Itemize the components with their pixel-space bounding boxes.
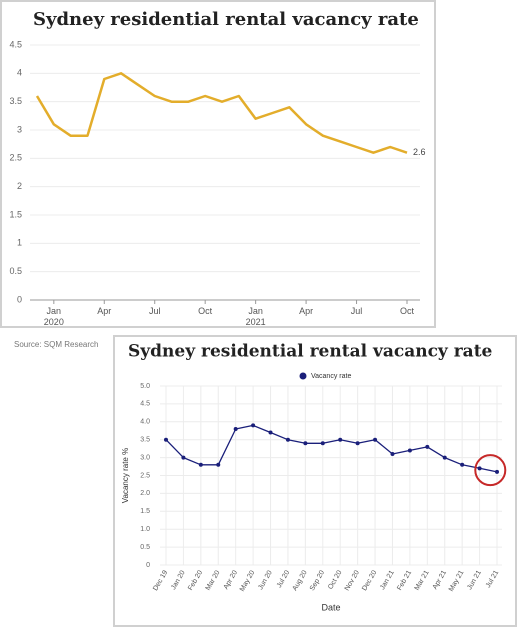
data-point xyxy=(320,441,325,446)
data-point xyxy=(460,462,465,467)
y-tick-label: 0.5 xyxy=(140,544,150,551)
highlight-circle xyxy=(474,454,507,487)
y-tick-label: 1.5 xyxy=(140,508,150,515)
y-tick-label: 1.5 xyxy=(9,209,22,219)
data-point xyxy=(251,423,256,428)
data-point xyxy=(338,437,343,442)
y-tick-label: 0.5 xyxy=(9,266,22,276)
data-point xyxy=(355,441,360,446)
data-point xyxy=(268,430,273,435)
y-tick-label: 2 xyxy=(17,181,22,191)
y-tick-label: 3.0 xyxy=(140,454,150,461)
data-point xyxy=(477,466,482,471)
chart-frame xyxy=(0,0,436,328)
legend-marker xyxy=(299,372,307,380)
y-tick-label: 4.5 xyxy=(9,39,22,49)
data-point xyxy=(164,437,168,442)
y-tick-label: 4.5 xyxy=(140,401,150,408)
data-point xyxy=(425,444,430,449)
x-tick-label: Oct xyxy=(198,306,213,316)
y-tick-label: 4 xyxy=(17,68,22,78)
data-point xyxy=(407,448,412,453)
x-tick-label: Jan 2020 xyxy=(43,306,64,327)
y-tick-label: 3 xyxy=(17,124,22,134)
data-point xyxy=(303,441,308,446)
x-tick-label: Apr xyxy=(97,306,112,316)
x-tick-label: Apr xyxy=(299,306,314,316)
y-tick-label: 0 xyxy=(17,294,22,304)
data-point xyxy=(198,462,203,467)
chart-frame xyxy=(113,335,517,627)
y-tick-label: 4.0 xyxy=(140,419,150,426)
data-point xyxy=(442,455,447,460)
x-tick-label: Jul xyxy=(350,306,363,316)
data-label: 2.6 xyxy=(413,147,426,157)
data-point xyxy=(373,437,378,442)
data-point xyxy=(495,469,499,474)
x-axis-label: Date xyxy=(321,602,340,612)
line-series xyxy=(35,72,408,154)
x-tick-label: Oct xyxy=(399,306,414,316)
line-series xyxy=(165,424,498,473)
data-point xyxy=(181,455,186,460)
data-point xyxy=(285,437,290,442)
y-tick-label: 2.5 xyxy=(9,153,22,163)
y-tick-label: 1 xyxy=(17,238,22,248)
chart-title: Sydney residential rental vacancy rate xyxy=(33,9,419,30)
chart-title: Sydney residential rental vacancy rate xyxy=(128,342,493,362)
x-tick-label: Jul xyxy=(148,306,161,316)
y-tick-label: 3.5 xyxy=(140,437,150,444)
legend-label: Vacancy rate xyxy=(311,373,351,380)
data-point xyxy=(216,462,221,467)
y-tick-label: 5.0 xyxy=(140,383,150,390)
source: Source: SQM Research xyxy=(14,340,98,349)
y-tick-label: 0 xyxy=(146,562,150,569)
data-point xyxy=(390,452,395,457)
y-tick-label: 2.5 xyxy=(140,472,150,479)
y-tick-label: 2.0 xyxy=(140,490,150,497)
y-tick-label: 3.5 xyxy=(9,96,22,106)
y-tick-label: 1.0 xyxy=(140,526,150,533)
y-axis-label: Vacancy rate % xyxy=(121,448,130,503)
x-tick-label: Jan 2021 xyxy=(245,306,266,327)
data-point xyxy=(233,426,238,431)
